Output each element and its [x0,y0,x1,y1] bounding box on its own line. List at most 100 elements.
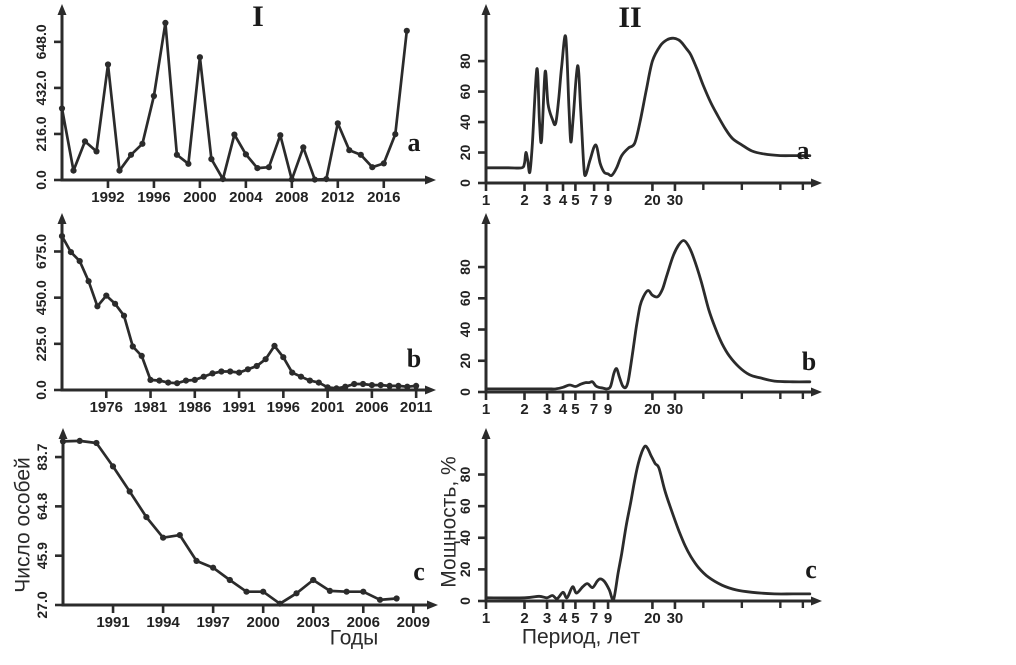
x-tick-label: 1991 [222,399,255,416]
data-point [360,588,367,595]
series-line [60,234,418,390]
y-tick-label: 80 [457,53,473,69]
data-point [271,342,278,349]
x-tick-label: 20 [644,192,661,209]
y-tick-label: 40 [457,530,473,546]
y-tick-label: 432.0 [33,70,49,105]
x-tick-label: 2006 [355,399,388,416]
y-axis-arrow [57,213,67,224]
x-tick-label: 2001 [311,399,344,416]
y-axis-arrow [58,428,68,439]
data-point [324,384,331,391]
data-point [200,373,207,380]
panel-label-Ib: b [406,344,422,373]
y-axis-arrow [481,213,491,224]
data-point [81,138,89,145]
data-point [85,278,92,285]
y-axis-label-individuals: Число особей [11,457,35,593]
data-point [150,92,157,100]
data-point [218,368,225,375]
data-point [58,233,66,240]
data-point [76,437,83,444]
x-tick-label: 9 [604,192,612,209]
y-tick-label: 675.0 [33,234,49,269]
x-tick-label: 2011 [400,399,433,416]
panel-label-IIa: a [796,136,810,165]
data-point [162,19,169,26]
data-point [129,343,136,350]
data-point [342,383,349,390]
data-point [260,588,267,595]
data-point [244,366,251,373]
x-tick-label: 1 [482,610,490,627]
x-tick-label: 2008 [275,189,308,206]
data-point [297,373,305,380]
data-point [208,156,215,163]
spectrum-curve [484,239,812,391]
x-axis-arrow [425,175,436,185]
data-point [293,590,300,597]
y-tick-label: 40 [457,322,473,338]
data-point [227,368,234,375]
x-tick-label: 4 [559,401,568,418]
data-point [351,380,358,388]
x-tick-label: 2000 [183,189,216,206]
x-tick-label: 2012 [321,189,354,206]
data-point [147,376,154,383]
x-tick-label: 30 [667,610,684,627]
data-point [93,148,100,155]
data-point [359,380,367,388]
data-point [333,385,340,392]
x-tick-label: 1986 [178,399,211,416]
spectrum-curve [484,34,812,178]
x-tick-label: 2009 [397,614,430,631]
y-tick-label: 40 [457,114,473,130]
x-tick-label: 2 [520,192,528,209]
y-tick-label: 80 [457,259,473,275]
series-line [60,21,409,181]
x-tick-label: 9 [604,610,612,627]
x-tick-label: 2004 [229,189,263,206]
data-point [58,105,66,112]
data-point [288,176,295,183]
data-point [306,377,313,384]
data-point [156,377,163,384]
data-point [326,587,333,595]
data-point [226,576,233,584]
y-tick-label: 60 [457,290,473,306]
x-tick-label: 7 [590,401,598,418]
data-point [334,120,341,127]
data-point [386,382,393,389]
data-point [120,312,128,319]
data-point [112,300,119,307]
x-tick-label: 2003 [297,614,330,631]
x-tick-label: 9 [604,401,612,418]
y-tick-label: 648.0 [33,24,49,59]
y-axis-arrow [481,4,491,15]
panel-IIc: 1 2 3 4 5 7 9 20 30 0 20 40 60 80 [457,428,822,627]
panel-label-IIb: b [801,347,817,376]
x-tick-label: 1981 [134,399,167,416]
data-point [311,176,318,183]
y-tick-label: 225.0 [33,326,49,361]
data-point [138,352,145,359]
data-point [346,147,353,154]
x-axis-arrow [425,385,436,395]
y-tick-label: 60 [457,498,473,514]
data-point [380,160,387,167]
data-point [185,160,192,167]
x-tick-label: 1 [482,192,490,209]
data-point [160,534,167,541]
data-point [94,303,101,310]
data-point [236,369,243,376]
data-point [116,167,123,174]
data-point [196,54,203,61]
data-point [265,164,272,171]
y-axis-arrow [481,428,491,439]
data-point [165,379,172,386]
data-point [413,382,420,389]
data-point [193,557,200,565]
y-tick-label: 0.0 [33,170,49,190]
x-tick-label: 1976 [90,399,123,416]
